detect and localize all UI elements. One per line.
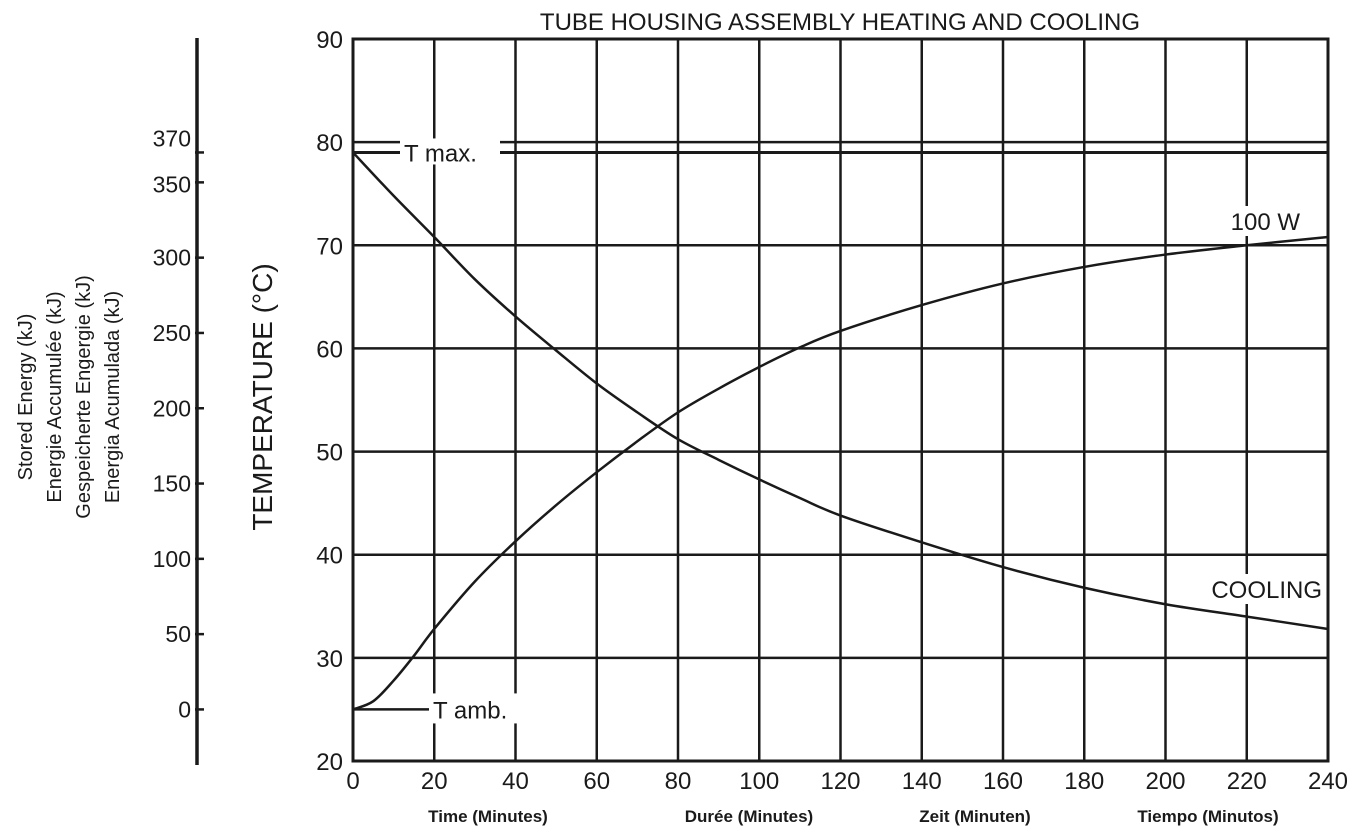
- series-label-heating: 100 W: [1231, 209, 1301, 236]
- plot-frame: [351, 37, 1330, 763]
- x-tick-label: 140: [902, 768, 942, 795]
- tamb-label-bg: [429, 693, 521, 724]
- x-tick-label: 160: [983, 768, 1023, 795]
- x-tick-label: 220: [1227, 768, 1267, 795]
- series-label-bg: [1172, 574, 1322, 604]
- x-axis-label: Zeit (Minuten): [919, 807, 1030, 826]
- tmax-label-bg: [400, 138, 500, 165]
- y-tick-label: 80: [316, 130, 343, 157]
- x-tick-label: 180: [1064, 768, 1104, 795]
- energy-axis: 0 50 100 150 200 250 300 350 370: [153, 38, 204, 765]
- series-line-cooling: [352, 151, 1329, 631]
- y-tick-labels: 20 30 40 50 60 70 80 90: [316, 27, 343, 776]
- x-tick-label: 240: [1308, 768, 1348, 795]
- energy-axis-label: Stored Energy (kJ): [15, 314, 37, 481]
- y-tick-label: 40: [316, 543, 343, 570]
- y-tick-label: 60: [316, 336, 343, 363]
- x-tick-labels: 0 20 40 60 80 100 120 140 160 180 200 220 240: [346, 768, 1348, 795]
- series-line-heating: [352, 235, 1329, 711]
- x-tick-label: 200: [1145, 768, 1185, 795]
- y-tick-label: 50: [316, 440, 343, 467]
- energy-tick-label: 0: [178, 696, 191, 722]
- series-label-bg: [1205, 206, 1300, 236]
- x-tick-label: 20: [421, 768, 448, 795]
- energy-axis-labels: Stored Energy (kJ) Energie Accumulée (kJ)…: [15, 275, 124, 518]
- y-tick-label: 90: [316, 27, 343, 54]
- energy-tick-label: 150: [153, 471, 191, 497]
- series-label-cooling: COOLING: [1211, 577, 1322, 604]
- x-tick-label: 120: [820, 768, 860, 795]
- energy-axis-label: Energie Accumulée (kJ): [44, 291, 66, 502]
- energy-tick-label: 100: [153, 546, 191, 572]
- x-tick-label: 40: [502, 768, 529, 795]
- energy-axis-label: Energia Acumulada (kJ): [102, 291, 124, 503]
- x-axis-label: Tiempo (Minutos): [1137, 807, 1278, 826]
- energy-tick-label: 350: [153, 171, 191, 197]
- x-axis-labels: Time (Minutes) Durée (Minutes) Zeit (Minut…: [428, 807, 1278, 826]
- tamb-label: T amb.: [433, 697, 507, 724]
- energy-tick-label: 300: [153, 245, 191, 271]
- y-axis-title: TEMPERATURE (°C): [247, 263, 278, 530]
- x-tick-label: 80: [665, 768, 692, 795]
- series-lines: 100 W COOLING: [352, 151, 1329, 711]
- energy-axis-label: Gespeicherte Engergie (kJ): [73, 275, 95, 518]
- y-tick-label: 30: [316, 646, 343, 673]
- reference-lines: T max. T amb.: [353, 138, 1328, 724]
- energy-tick-label: 250: [153, 320, 191, 346]
- energy-tick-label: 370: [153, 125, 191, 151]
- tmax-label: T max.: [404, 140, 477, 167]
- energy-tick-label: 50: [165, 621, 191, 647]
- x-tick-label: 60: [583, 768, 610, 795]
- y-tick-label: 70: [316, 233, 343, 260]
- x-axis-label: Time (Minutes): [428, 807, 548, 826]
- x-tick-label: 100: [739, 768, 779, 795]
- energy-tick-label: 200: [153, 395, 191, 421]
- y-tick-label: 20: [316, 749, 343, 776]
- x-tick-label: 0: [346, 768, 359, 795]
- grid: [353, 39, 1328, 761]
- chart-title: TUBE HOUSING ASSEMBLY HEATING AND COOLIN…: [540, 9, 1140, 36]
- x-axis-label: Durée (Minutes): [685, 807, 813, 826]
